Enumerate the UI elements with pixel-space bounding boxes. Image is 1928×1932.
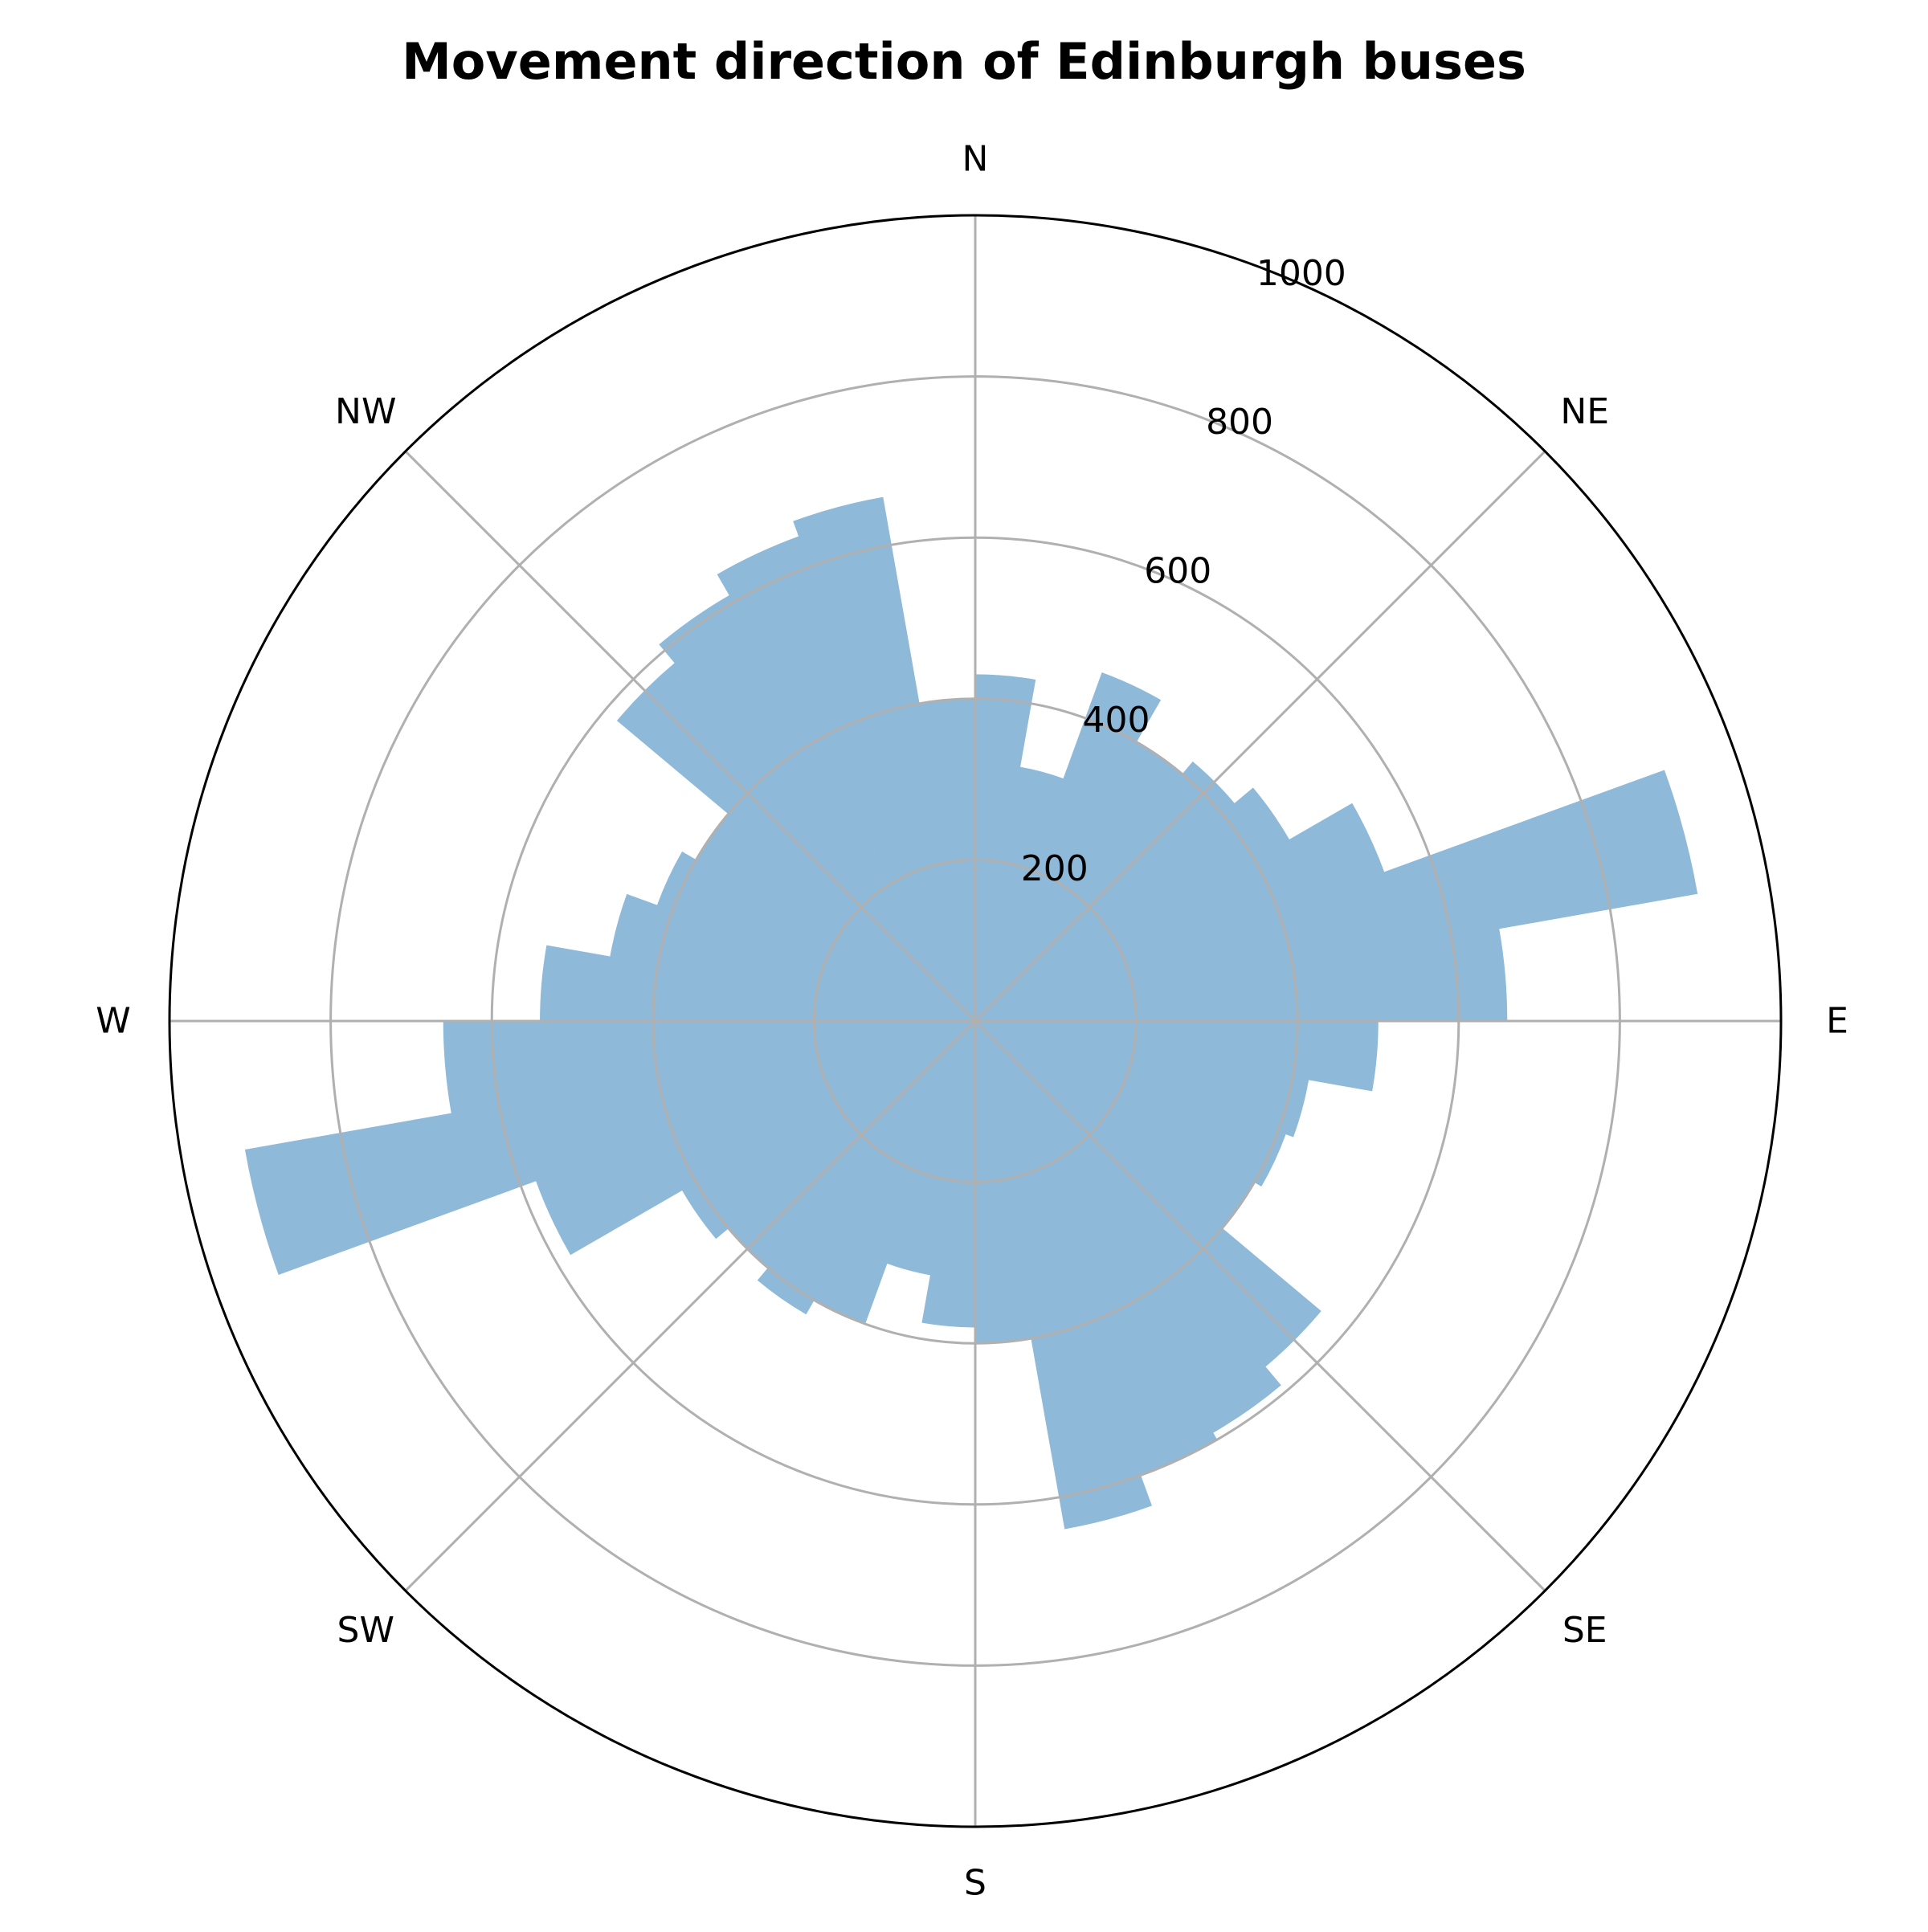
polar-frame xyxy=(168,214,1783,1828)
radial-tick-label: 600 xyxy=(1144,551,1211,592)
direction-label: SE xyxy=(1562,1610,1607,1651)
angular-gridline xyxy=(404,1019,977,1592)
direction-bar xyxy=(793,496,976,1022)
chart-title: Movement direction of Edinburgh buses xyxy=(402,32,1526,91)
radial-tick-label: 1000 xyxy=(1256,253,1346,294)
grid-layer xyxy=(168,214,1783,1828)
direction-label: S xyxy=(964,1863,986,1904)
direction-bar xyxy=(974,1020,1286,1187)
direction-label: NW xyxy=(335,391,396,432)
labels-layer: N NE E SE S SW W NW 200 400 600 800 1000 xyxy=(96,139,1848,1904)
direction-bar xyxy=(974,672,1162,1022)
bars-layer xyxy=(244,496,1698,1530)
direction-bar xyxy=(974,1020,1152,1530)
direction-label: NE xyxy=(1560,391,1609,432)
radial-tick-label: 400 xyxy=(1083,700,1150,741)
angular-gridline xyxy=(404,450,977,1023)
radial-tick-label: 800 xyxy=(1206,402,1273,443)
direction-bar xyxy=(610,893,976,1022)
direction-label: E xyxy=(1826,1001,1848,1042)
direction-bar xyxy=(656,851,976,1022)
direction-bar xyxy=(974,1020,1309,1138)
radial-tick-label: 200 xyxy=(1021,848,1089,889)
direction-label: SW xyxy=(337,1610,394,1651)
direction-bar xyxy=(974,770,1698,1022)
direction-label: N xyxy=(962,139,989,180)
angular-gridline xyxy=(974,1019,1546,1592)
direction-label: W xyxy=(96,1001,131,1042)
angular-gridline xyxy=(974,450,1546,1023)
direction-bar xyxy=(757,1020,976,1315)
direction-bar xyxy=(244,1020,976,1275)
